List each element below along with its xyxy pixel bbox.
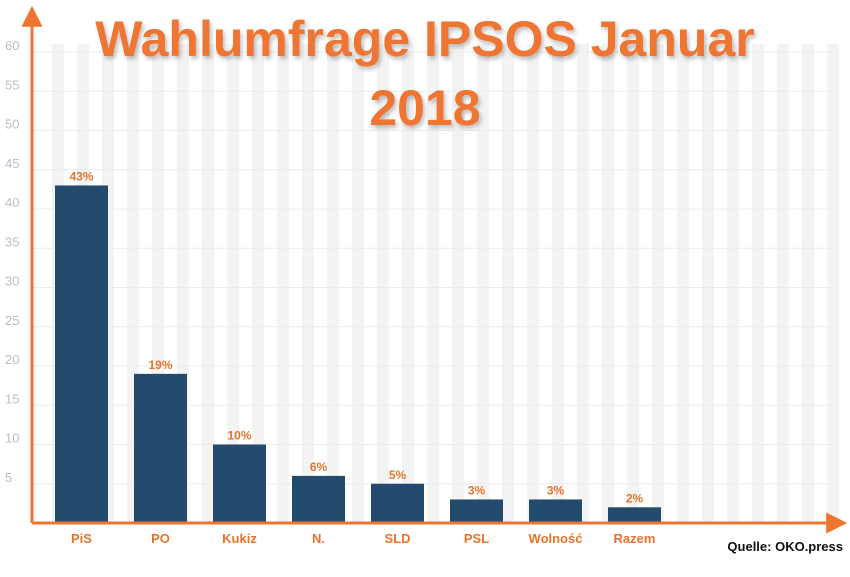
- bar-kukiz: [213, 444, 266, 523]
- background-stripe: [802, 44, 814, 523]
- x-category-label: SLD: [385, 531, 411, 546]
- background-stripe: [502, 44, 514, 523]
- chart-title-line-2: 2018: [369, 80, 480, 136]
- bar-value-label: 10%: [227, 429, 251, 443]
- y-tick-label: 5: [5, 470, 12, 485]
- bar-psl: [450, 499, 503, 523]
- bar-value-label: 43%: [69, 169, 93, 183]
- background-stripe: [227, 44, 239, 523]
- bar-pis: [55, 185, 108, 523]
- gridlines: [32, 51, 833, 485]
- background-stripe: [652, 44, 664, 523]
- background-stripe: [452, 44, 464, 523]
- labels-group: 5 10 15 20 25 30 35 40 45 50 55 60 43% PiS 19% PO 10% Kuk…: [5, 38, 655, 546]
- background-stripe: [352, 44, 364, 523]
- background-stripe: [202, 44, 214, 523]
- background-stripe: [552, 44, 564, 523]
- y-tick-label: 25: [5, 313, 19, 328]
- y-tick-label: 10: [5, 431, 19, 446]
- background-stripe: [752, 44, 764, 523]
- background-stripe: [252, 44, 264, 523]
- bar-value-label: 3%: [547, 483, 565, 497]
- background-stripe: [827, 44, 839, 523]
- bar-value-label: 6%: [310, 460, 328, 474]
- bar-value-label: 3%: [468, 483, 486, 497]
- x-category-label: PO: [151, 531, 170, 546]
- y-tick-label: 40: [5, 195, 19, 210]
- background-stripe: [727, 44, 739, 523]
- x-category-label: N.: [312, 531, 325, 546]
- background-stripes: [52, 44, 839, 523]
- x-category-label: PiS: [71, 531, 92, 546]
- y-tick-label: 35: [5, 234, 19, 249]
- bar-n: [292, 475, 345, 523]
- x-category-label: Kukiz: [222, 531, 257, 546]
- y-tick-label: 15: [5, 391, 19, 406]
- background-stripe: [377, 44, 389, 523]
- x-category-label: PSL: [464, 531, 489, 546]
- background-stripe: [327, 44, 339, 523]
- x-category-label: Razem: [614, 531, 656, 546]
- background-stripe: [627, 44, 639, 523]
- bar-wolno: [529, 499, 582, 523]
- bar-razem: [608, 507, 661, 523]
- background-stripe: [602, 44, 614, 523]
- y-tick-label: 50: [5, 117, 19, 132]
- y-tick-label: 20: [5, 352, 19, 367]
- x-category-label: Wolność: [529, 531, 583, 546]
- bars-group: [55, 185, 661, 523]
- y-tick-label: 55: [5, 77, 19, 92]
- y-tick-label: 30: [5, 274, 19, 289]
- background-stripe: [427, 44, 439, 523]
- background-stripe: [777, 44, 789, 523]
- background-stripe: [527, 44, 539, 523]
- background-stripe: [477, 44, 489, 523]
- background-stripe: [402, 44, 414, 523]
- background-stripe: [577, 44, 589, 523]
- chart-title: Wahlumfrage IPSOS Januar 2018: [95, 11, 754, 136]
- source-label: Quelle: OKO.press: [727, 539, 843, 554]
- background-stripe: [302, 44, 314, 523]
- y-tick-label: 45: [5, 156, 19, 171]
- bar-value-label: 19%: [148, 358, 172, 372]
- background-stripe: [677, 44, 689, 523]
- background-stripe: [702, 44, 714, 523]
- bar-po: [134, 373, 187, 523]
- bar-value-label: 2%: [626, 491, 644, 505]
- y-tick-label: 60: [5, 38, 19, 53]
- bar-sld: [371, 483, 424, 523]
- background-stripe: [277, 44, 289, 523]
- chart-title-line-1: Wahlumfrage IPSOS Januar: [95, 11, 754, 67]
- bar-value-label: 5%: [389, 468, 407, 482]
